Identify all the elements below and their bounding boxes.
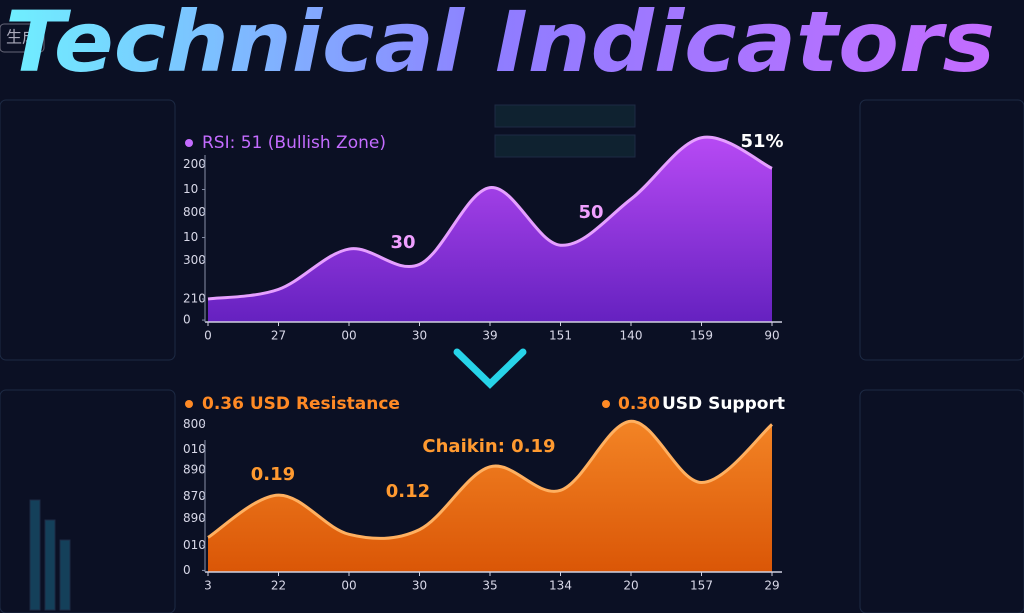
x-tick-label: 151 [549,329,572,343]
x-tick-label: 00 [341,579,356,593]
y-tick-label: 0 [183,563,191,577]
legend-value: 0.30 [618,394,660,414]
legend: RSI: 51 (Bullish Zone) [202,133,386,153]
x-tick-label: 157 [690,579,713,593]
x-tick-label: 22 [271,579,286,593]
y-tick-label: 870 [183,489,206,503]
x-tick-label: 39 [482,329,497,343]
x-tick-label: 20 [623,579,638,593]
y-tick-label: 010 [183,442,206,456]
area [208,137,772,322]
y-tick-label: 200 [183,157,206,171]
y-tick-label: 890 [183,511,206,525]
y-tick-label: 210 [183,291,206,305]
x-tick-label: 140 [620,329,643,343]
annotation: 0.12 [386,481,430,502]
x-tick-label: 159 [690,329,713,343]
x-tick-label: 30 [412,579,427,593]
x-tick-label: 27 [271,329,286,343]
x-tick-label: 00 [341,329,356,343]
legend-dot [185,139,193,147]
y-tick-label: 800 [183,417,206,431]
badge: 生成 [6,28,38,47]
badge-box [0,23,45,53]
x-tick-label: 0 [204,329,212,343]
legend-dot [185,400,193,408]
line [207,419,773,540]
y-tick-label: 10 [183,182,198,196]
x-tick-label: 90 [764,329,779,343]
annotation: 30 [390,232,415,253]
y-tick-label: 890 [183,462,206,476]
x-tick-label: 35 [482,579,497,593]
line [207,135,773,301]
background-panels [0,99,1024,613]
title: Technical Indicators [5,0,995,91]
y-tick-label: 800 [183,205,206,219]
chevron [453,348,527,389]
annotation: Chaikin: 0.19 [422,436,555,457]
y-tick-label: 0 [183,313,191,327]
legend-label: USD Support [662,394,785,414]
x-tick-label: 29 [764,579,779,593]
x-tick-label: 3 [204,579,212,593]
y-tick-label: 010 [183,538,206,552]
x-tick-label: 134 [549,579,572,593]
area [208,421,772,572]
annotation: 0.19 [251,464,295,485]
y-tick-label: 300 [183,253,206,267]
annotation: 51% [740,131,783,152]
annotation: 50 [578,202,603,223]
legend-dot [602,400,610,408]
legend: 0.36 USD Resistance [202,394,400,414]
x-tick-label: 30 [412,329,427,343]
y-tick-label: 10 [183,230,198,244]
